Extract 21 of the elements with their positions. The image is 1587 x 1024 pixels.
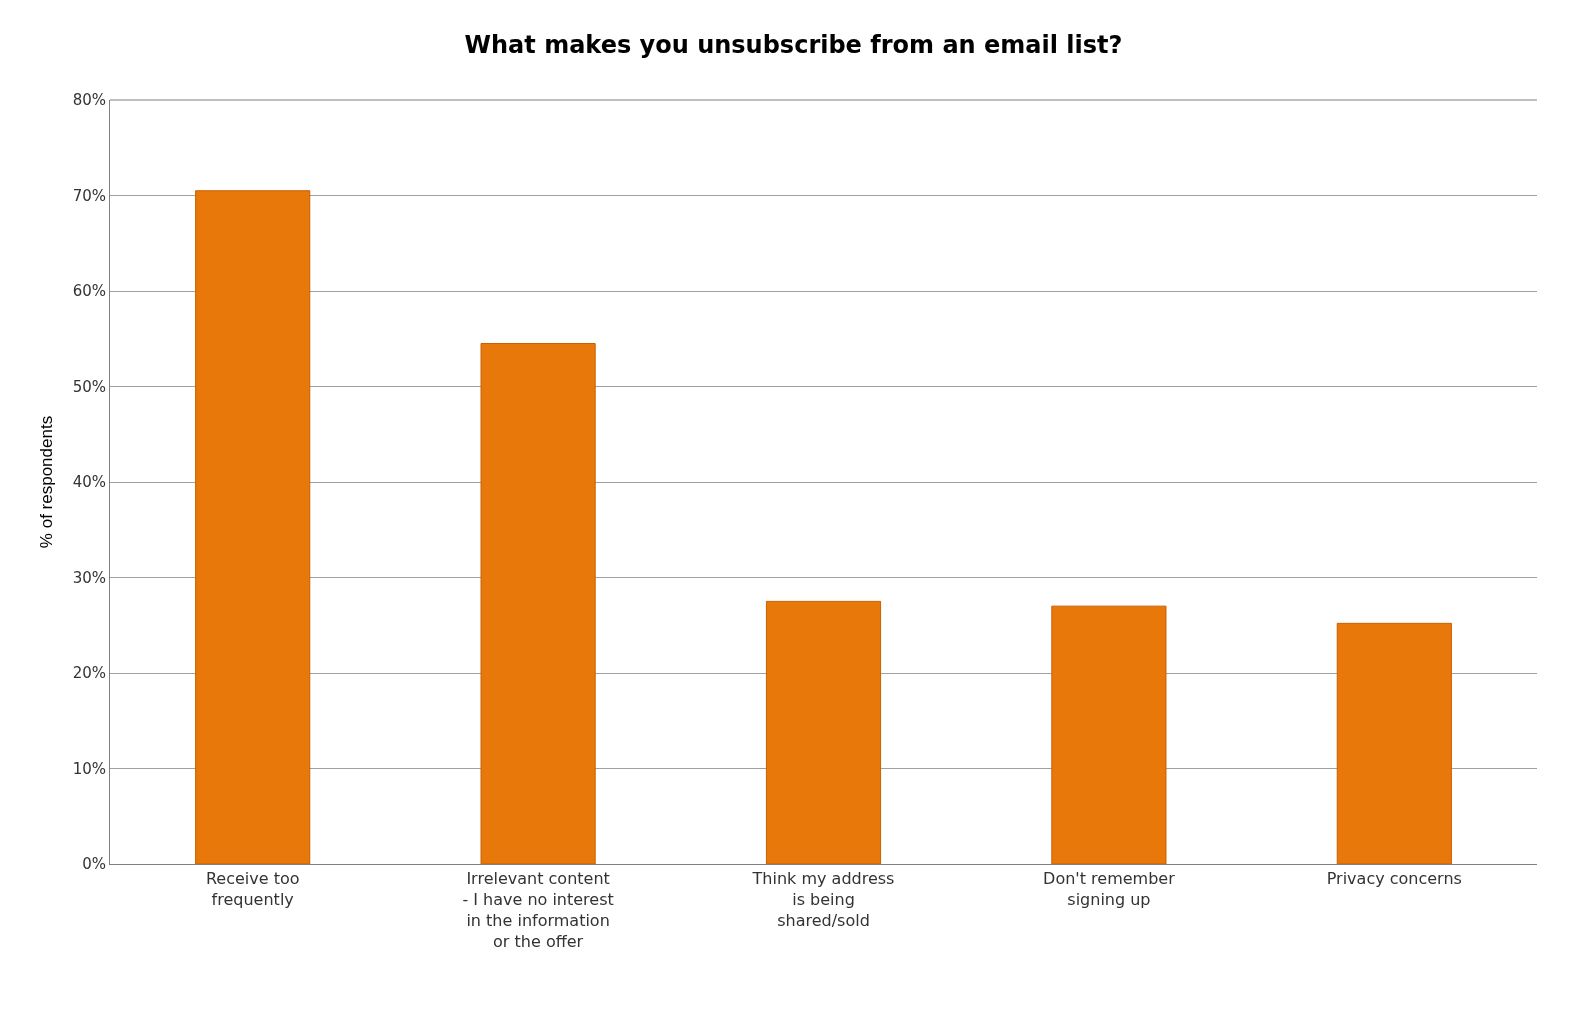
y-tick-label: 40% — [72, 473, 106, 492]
y-tick-label: 10% — [72, 759, 106, 778]
chart-title: What makes you unsubscribe from an email list? — [464, 30, 1123, 59]
x-tick-label: Don't remember signing up — [1043, 869, 1176, 909]
bar — [195, 190, 311, 864]
y-tick-label: 20% — [72, 664, 106, 683]
bar — [1336, 622, 1452, 864]
x-tick-label: Privacy concerns — [1326, 869, 1462, 889]
y-tick-label: 50% — [72, 377, 106, 396]
y-tick-label: 70% — [72, 186, 106, 205]
y-tick-label: 60% — [72, 282, 106, 301]
bar — [765, 600, 882, 864]
x-tick-label: Receive too frequently — [205, 869, 300, 909]
bar — [1051, 605, 1167, 864]
y-tick-label: 80% — [72, 91, 106, 110]
x-tick-label: Irrelevant content - I have no interest in the information or the offer — [462, 869, 614, 951]
y-tick-label: 0% — [82, 855, 106, 874]
x-tick-label: Think my address is being shared/sold — [751, 869, 895, 930]
bar — [480, 343, 596, 864]
y-axis-title: % of respondents — [37, 415, 57, 549]
y-tick-label: 30% — [72, 568, 106, 587]
